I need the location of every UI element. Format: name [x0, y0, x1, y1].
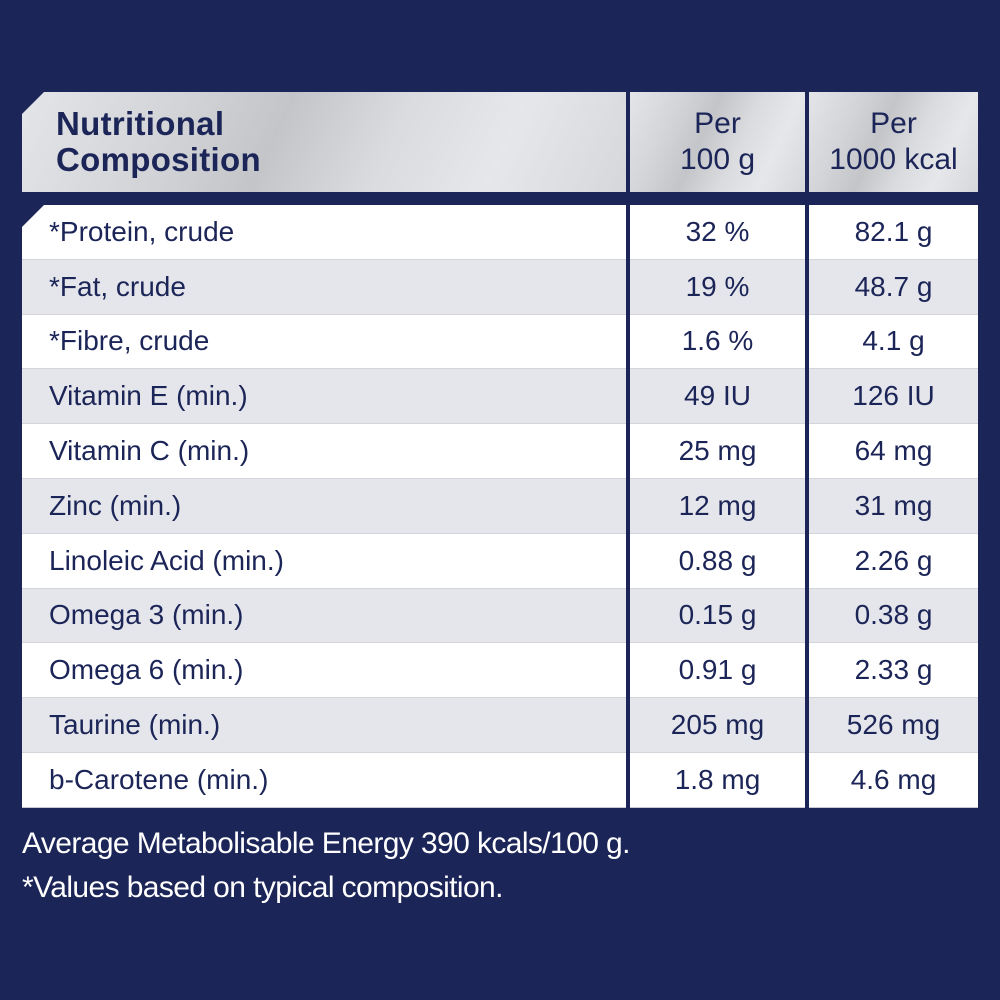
- nutrition-table: Nutritional Composition Per 100 g Per 10…: [22, 92, 978, 808]
- typical-composition-footnote: *Values based on typical composition.: [22, 871, 503, 904]
- table-cell-per-100g: 49 IU: [630, 369, 805, 425]
- header-per-1000kcal-line2: 1000 kcal: [829, 143, 958, 176]
- table-row-nutrient: *Fibre, crude: [22, 314, 626, 370]
- energy-footnote: Average Metabolisable Energy 390 kcals/1…: [22, 827, 630, 860]
- table-cell-per-100g: 12 mg: [630, 478, 805, 534]
- per-100g-column: 32 % 19 % 1.6 % 49 IU 25 mg 12 mg 0.88 g…: [630, 205, 805, 808]
- table-title: Nutritional Composition: [56, 106, 261, 178]
- column-divider: [626, 92, 630, 192]
- table-title-line2: Composition: [56, 141, 261, 178]
- table-header: Nutritional Composition Per 100 g Per 10…: [22, 92, 978, 192]
- table-cell-per-1000kcal: 526 mg: [809, 698, 978, 753]
- table-cell-per-100g: 0.15 g: [630, 588, 805, 644]
- footnotes: Average Metabolisable Energy 390 kcals/1…: [22, 822, 630, 910]
- header-per-100g-line2: 100 g: [679, 143, 756, 176]
- table-cell-per-1000kcal: 82.1 g: [809, 205, 978, 260]
- table-body: *Protein, crude *Fat, crude *Fibre, crud…: [22, 205, 978, 808]
- column-divider: [805, 92, 809, 192]
- header-body-gap: [22, 192, 978, 205]
- table-row-nutrient: Taurine (min.): [22, 698, 626, 753]
- table-cell-per-100g: 1.8 mg: [630, 752, 805, 808]
- table-cell-per-100g: 25 mg: [630, 424, 805, 479]
- table-row-nutrient: Zinc (min.): [22, 478, 626, 534]
- header-nutrient-cell: Nutritional Composition: [22, 92, 626, 192]
- table-row-nutrient: Vitamin C (min.): [22, 424, 626, 479]
- table-cell-per-100g: 19 %: [630, 259, 805, 315]
- header-per-100g-line1: Per: [694, 107, 741, 140]
- table-cell-per-1000kcal: 0.38 g: [809, 588, 978, 644]
- table-row-nutrient: Linoleic Acid (min.): [22, 533, 626, 589]
- table-cell-per-1000kcal: 64 mg: [809, 424, 978, 479]
- header-per-1000kcal-line1: Per: [870, 107, 917, 140]
- column-divider: [805, 205, 809, 808]
- table-cell-per-1000kcal: 4.1 g: [809, 314, 978, 370]
- table-cell-per-1000kcal: 4.6 mg: [809, 752, 978, 808]
- header-per-100g: Per 100 g: [630, 92, 805, 192]
- header-per-1000kcal: Per 1000 kcal: [809, 92, 978, 192]
- table-cell-per-100g: 1.6 %: [630, 314, 805, 370]
- table-cell-per-1000kcal: 2.26 g: [809, 533, 978, 589]
- table-row-nutrient: b-Carotene (min.): [22, 752, 626, 808]
- table-cell-per-1000kcal: 126 IU: [809, 369, 978, 425]
- table-cell-per-100g: 0.88 g: [630, 533, 805, 589]
- table-row-nutrient: Omega 3 (min.): [22, 588, 626, 644]
- table-cell-per-1000kcal: 48.7 g: [809, 259, 978, 315]
- table-cell-per-1000kcal: 2.33 g: [809, 643, 978, 699]
- table-cell-per-100g: 205 mg: [630, 698, 805, 753]
- table-row-nutrient: *Protein, crude: [22, 205, 626, 260]
- table-row-nutrient: Omega 6 (min.): [22, 643, 626, 699]
- table-title-line1: Nutritional: [56, 105, 225, 142]
- table-row-nutrient: *Fat, crude: [22, 259, 626, 315]
- column-divider: [626, 205, 630, 808]
- table-cell-per-100g: 32 %: [630, 205, 805, 260]
- table-cell-per-1000kcal: 31 mg: [809, 478, 978, 534]
- table-cell-per-100g: 0.91 g: [630, 643, 805, 699]
- per-1000kcal-column: 82.1 g 48.7 g 4.1 g 126 IU 64 mg 31 mg 2…: [809, 205, 978, 808]
- table-row-nutrient: Vitamin E (min.): [22, 369, 626, 425]
- nutrient-column: *Protein, crude *Fat, crude *Fibre, crud…: [22, 205, 626, 808]
